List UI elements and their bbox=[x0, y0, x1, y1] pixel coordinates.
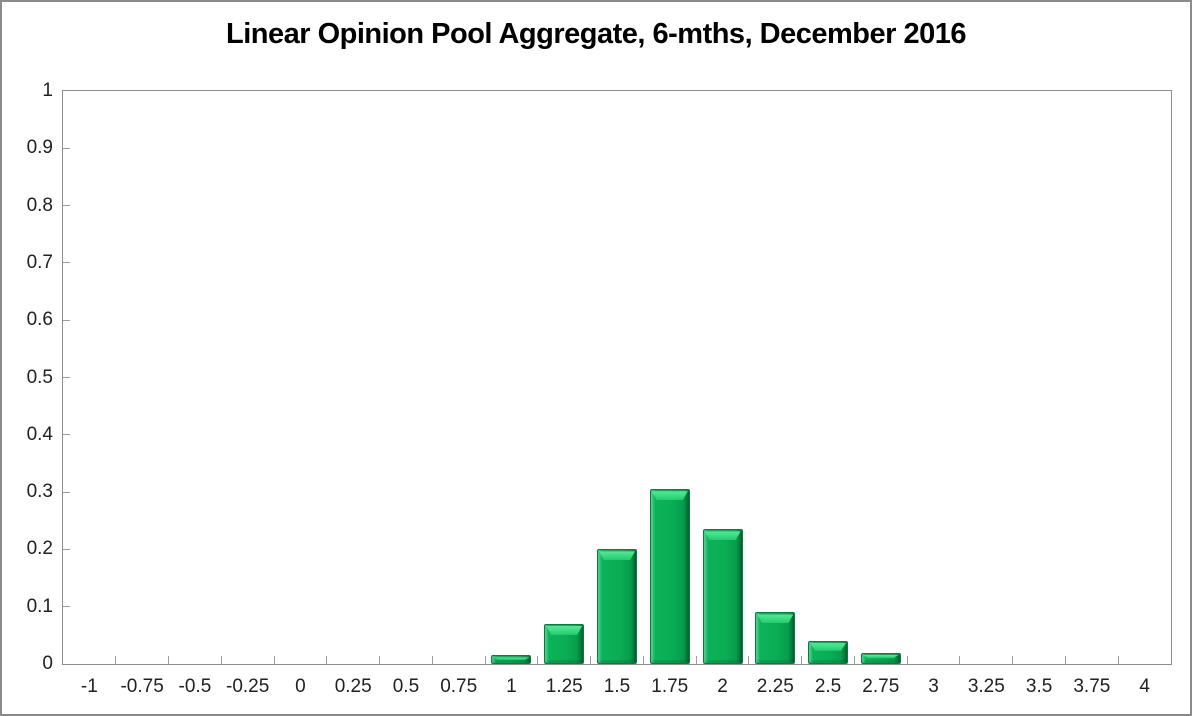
bar bbox=[702, 529, 743, 664]
bar bbox=[755, 612, 796, 664]
x-axis-tick bbox=[801, 656, 803, 664]
plot-area: 0 0.1 0.2 0.3 0.4 0.5 0.6 0.7 0.8 0.9 1 -1 -0.75 -0.5… bbox=[27, 80, 1172, 697]
x-axis-label: 2.25 bbox=[756, 676, 794, 697]
y-axis-label: 0.6 bbox=[26, 309, 53, 331]
x-axis-tick bbox=[642, 656, 644, 664]
x-axis-label: 1.5 bbox=[603, 676, 631, 697]
y-axis-tick bbox=[63, 434, 70, 436]
x-axis-label: -0.5 bbox=[178, 676, 212, 697]
x-axis-label: 0.25 bbox=[334, 676, 372, 697]
y-axis-label: 0.4 bbox=[26, 423, 53, 445]
x-axis-label: 2.75 bbox=[862, 676, 900, 697]
x-axis-tick bbox=[590, 656, 592, 664]
y-axis-label: 0.7 bbox=[26, 251, 53, 273]
y-axis-tick bbox=[63, 205, 70, 207]
x-axis-tick bbox=[853, 656, 855, 664]
x-axis-tick bbox=[379, 656, 381, 664]
x-axis-label: 2 bbox=[717, 676, 728, 697]
x-axis-tick bbox=[748, 656, 750, 664]
x-axis-tick bbox=[537, 656, 539, 664]
x-axis-tick bbox=[484, 656, 486, 664]
x-axis-tick bbox=[906, 656, 908, 664]
y-axis-tick bbox=[63, 548, 70, 550]
x-axis-tick bbox=[115, 656, 117, 664]
x-axis-label: 4 bbox=[1139, 676, 1150, 697]
bar bbox=[808, 641, 849, 664]
bar bbox=[491, 655, 532, 664]
bar bbox=[860, 652, 901, 664]
y-axis-label: 0 bbox=[42, 653, 53, 674]
x-axis-label: -0.25 bbox=[226, 676, 270, 697]
x-axis-tick bbox=[168, 656, 170, 664]
x-axis-label: 0.5 bbox=[392, 676, 420, 697]
x-axis-label: 1 bbox=[506, 676, 517, 697]
y-axis-tick bbox=[63, 262, 70, 264]
x-axis-tick bbox=[326, 656, 328, 664]
x-axis-tick bbox=[1012, 656, 1014, 664]
x-axis-tick bbox=[1064, 656, 1066, 664]
bar bbox=[597, 549, 637, 664]
y-axis-tick bbox=[63, 319, 70, 321]
x-axis-tick bbox=[220, 656, 222, 664]
x-axis-label: 1.25 bbox=[545, 676, 583, 697]
y-axis-label: 0.1 bbox=[26, 595, 53, 617]
bar bbox=[649, 489, 690, 664]
y-axis-label: 0.9 bbox=[26, 137, 53, 159]
y-axis-label: 0.2 bbox=[26, 538, 53, 560]
x-axis-tick bbox=[431, 656, 433, 664]
x-axis-label: 3 bbox=[928, 676, 939, 697]
x-axis-label: 0 bbox=[295, 676, 306, 697]
chart-title: Linear Opinion Pool Aggregate, 6-mths, D… bbox=[225, 18, 967, 50]
bar bbox=[544, 623, 585, 664]
x-axis-label: 3.5 bbox=[1025, 676, 1053, 697]
y-axis-tick bbox=[63, 147, 70, 149]
x-axis-tick bbox=[959, 656, 961, 664]
x-axis-label: 2.5 bbox=[814, 676, 842, 697]
y-axis-label: 0.3 bbox=[26, 481, 53, 503]
y-axis-label: 0.5 bbox=[26, 366, 53, 388]
x-axis-label: -1 bbox=[80, 676, 98, 697]
y-axis-tick bbox=[63, 377, 70, 378]
x-axis-label: 0.75 bbox=[440, 676, 478, 697]
x-axis-label: 1.75 bbox=[651, 676, 689, 697]
x-axis-tick bbox=[1117, 656, 1119, 664]
y-axis-tick bbox=[63, 606, 70, 608]
y-axis-tick bbox=[63, 491, 70, 493]
x-axis-label: -0.75 bbox=[120, 676, 164, 697]
x-axis-tick bbox=[695, 656, 697, 664]
x-axis-label: 3.25 bbox=[967, 676, 1005, 697]
y-axis-label: 1 bbox=[42, 80, 53, 101]
x-axis-label: 3.75 bbox=[1073, 676, 1111, 697]
x-axis-tick bbox=[273, 656, 275, 664]
y-axis-label: 0.8 bbox=[26, 194, 53, 216]
